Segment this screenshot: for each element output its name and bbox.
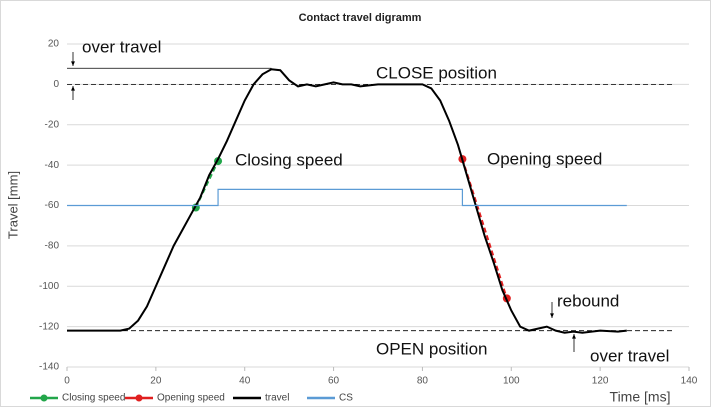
y-axis-label: Travel [mm]	[5, 171, 20, 239]
annotation: Opening speed	[487, 149, 602, 168]
legend-label: travel	[265, 393, 289, 404]
annotation: rebound	[557, 291, 619, 310]
x-tick-label: 80	[417, 376, 429, 387]
series-line	[67, 68, 627, 334]
x-tick-label: 140	[681, 376, 698, 387]
legend-label: CS	[339, 393, 353, 404]
legend-marker	[135, 394, 143, 402]
y-tick-label: -60	[45, 200, 60, 211]
x-tick-label: 40	[239, 376, 251, 387]
annotation: over travel	[82, 37, 161, 56]
legend-label: Opening speed	[157, 393, 225, 404]
x-tick-label: 20	[150, 376, 162, 387]
y-tick-label: -100	[39, 281, 59, 292]
legend-marker	[40, 394, 48, 402]
x-tick-label: 100	[503, 376, 520, 387]
x-tick-label: 120	[592, 376, 609, 387]
x-tick-label: 60	[328, 376, 340, 387]
annotation: CLOSE position	[376, 63, 497, 82]
y-tick-label: -20	[45, 119, 60, 130]
arrow-head	[71, 61, 75, 66]
y-tick-label: 0	[53, 79, 59, 90]
annotation: Closing speed	[235, 150, 343, 169]
y-tick-label: -120	[39, 321, 59, 332]
series-line	[67, 188, 627, 207]
chart-title: Contact travel digramm	[299, 12, 422, 24]
arrow-head	[71, 86, 75, 91]
arrow-head	[550, 313, 554, 318]
annotation: OPEN position	[376, 339, 488, 358]
y-tick-label: -40	[45, 160, 60, 171]
legend-label: Closing speed	[62, 393, 125, 404]
y-tick-label: -80	[45, 241, 60, 252]
y-tick-label: -140	[39, 362, 59, 373]
x-tick-label: 0	[64, 376, 70, 387]
annotation: over travel	[590, 346, 669, 365]
x-axis-label: Time [ms]	[610, 389, 671, 405]
arrow-head	[572, 334, 576, 339]
y-tick-label: 20	[48, 39, 60, 50]
